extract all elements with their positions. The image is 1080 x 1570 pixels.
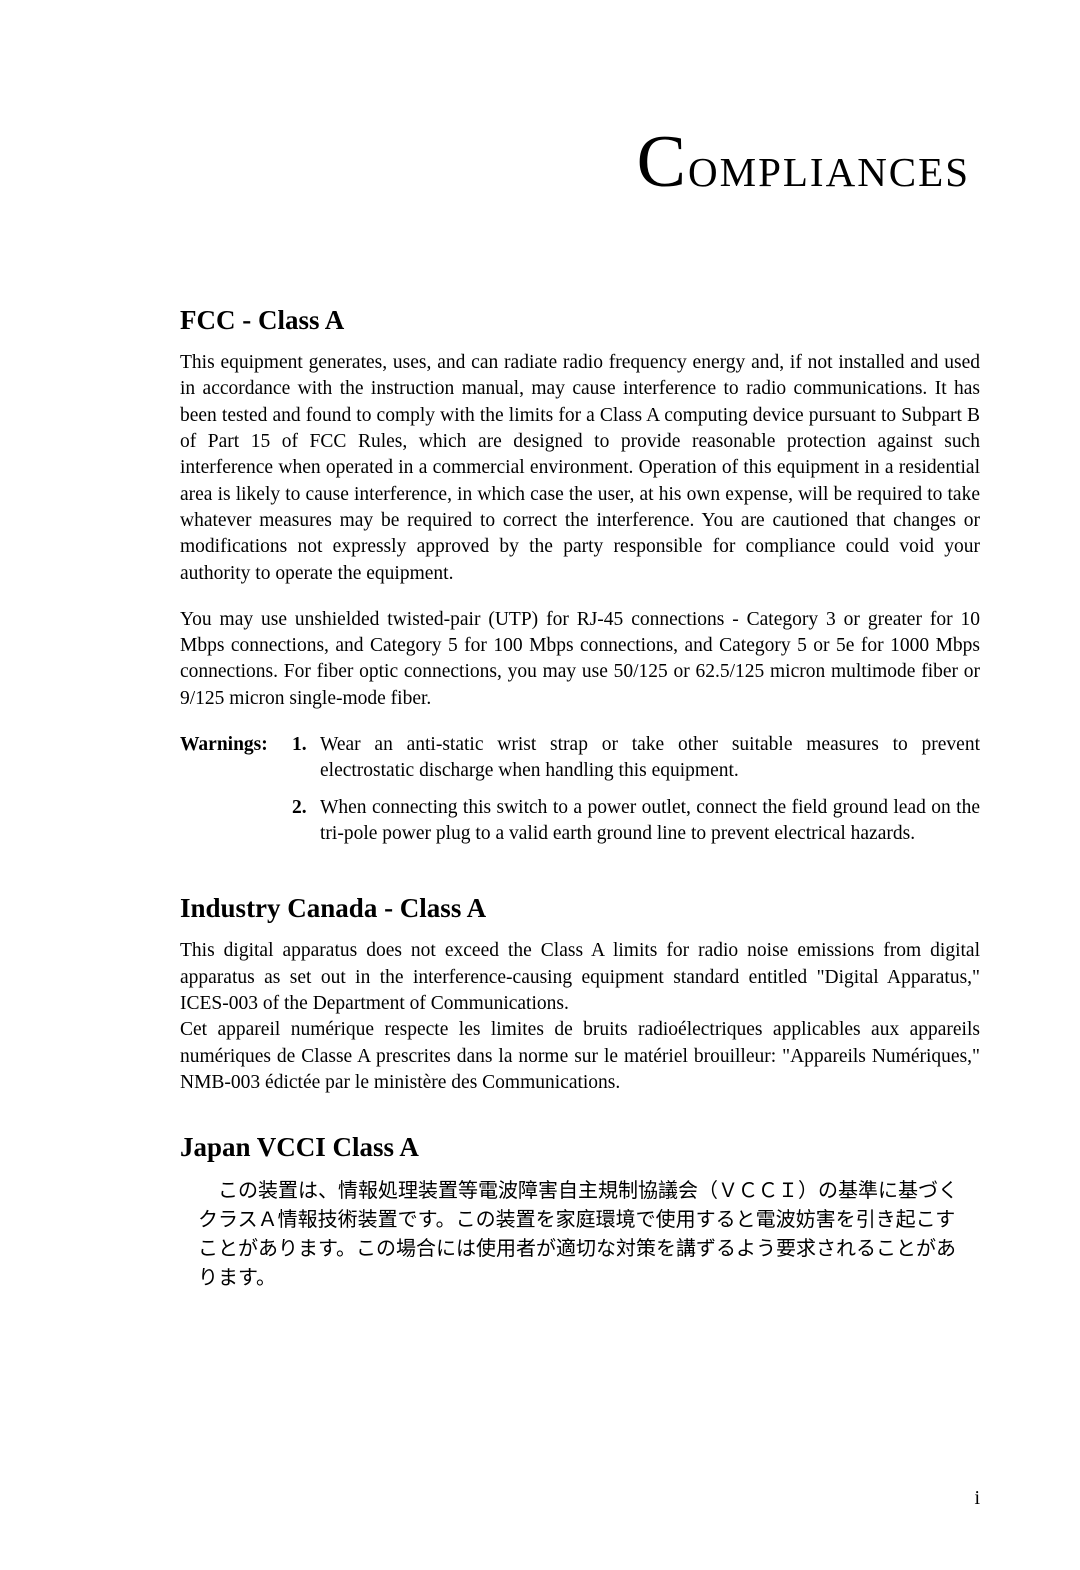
warning-text: When connecting this switch to a power o… [320, 795, 980, 848]
section-heading-fcc: FCC - Class A [180, 305, 980, 336]
fcc-paragraph-2: You may use unshielded twisted-pair (UTP… [180, 607, 980, 712]
page-number: i [974, 1487, 980, 1510]
warning-text: Wear an anti-static wrist strap or take … [320, 732, 980, 785]
warning-item: 2. When connecting this switch to a powe… [292, 795, 980, 848]
warnings-list: 1. Wear an anti-static wrist strap or ta… [292, 732, 980, 857]
fcc-paragraph-1: This equipment generates, uses, and can … [180, 350, 980, 587]
page-title: Compliances [180, 120, 980, 205]
title-rest: ompliances [688, 134, 970, 199]
section-heading-canada: Industry Canada - Class A [180, 893, 980, 924]
warnings-block: Warnings: 1. Wear an anti-static wrist s… [180, 732, 980, 857]
warnings-label: Warnings: [180, 732, 292, 857]
japan-text: この装置は、情報処理装置等電波障害自主規制協議会（ＶＣＣＩ）の基準に基づくクラス… [180, 1177, 980, 1293]
title-first-letter: C [637, 121, 688, 203]
section-heading-japan: Japan VCCI Class A [180, 1132, 980, 1163]
warning-number: 2. [292, 795, 320, 848]
warning-number: 1. [292, 732, 320, 785]
warning-item: 1. Wear an anti-static wrist strap or ta… [292, 732, 980, 785]
canada-paragraph: This digital apparatus does not exceed t… [180, 938, 980, 1096]
